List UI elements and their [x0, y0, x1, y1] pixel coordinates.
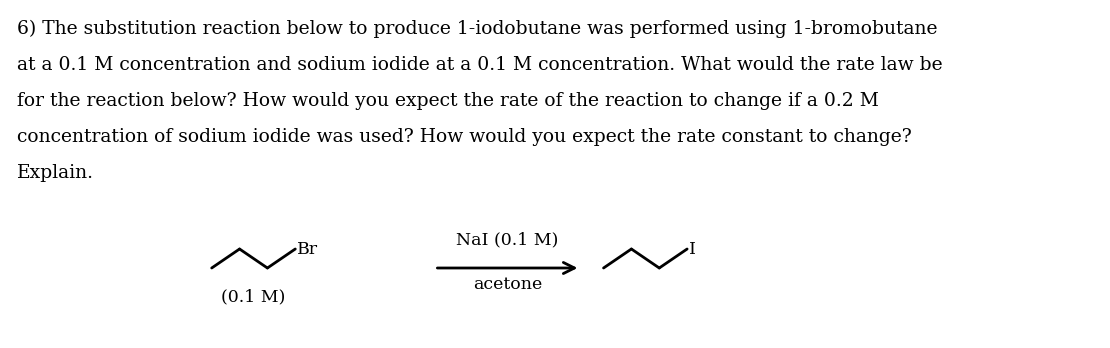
- Text: for the reaction below? How would you expect the rate of the reaction to change : for the reaction below? How would you ex…: [17, 92, 879, 110]
- Text: (0.1 M): (0.1 M): [221, 288, 285, 305]
- Text: concentration of sodium iodide was used? How would you expect the rate constant : concentration of sodium iodide was used?…: [17, 128, 911, 146]
- Text: 6) The substitution reaction below to produce 1-iodobutane was performed using 1: 6) The substitution reaction below to pr…: [17, 20, 937, 38]
- Text: Br: Br: [297, 240, 319, 258]
- Text: NaI (0.1 M): NaI (0.1 M): [456, 231, 558, 248]
- Text: I: I: [689, 240, 696, 258]
- Text: acetone: acetone: [473, 276, 542, 293]
- Text: at a 0.1 M concentration and sodium iodide at a 0.1 M concentration. What would : at a 0.1 M concentration and sodium iodi…: [17, 56, 942, 74]
- Text: Explain.: Explain.: [17, 164, 93, 182]
